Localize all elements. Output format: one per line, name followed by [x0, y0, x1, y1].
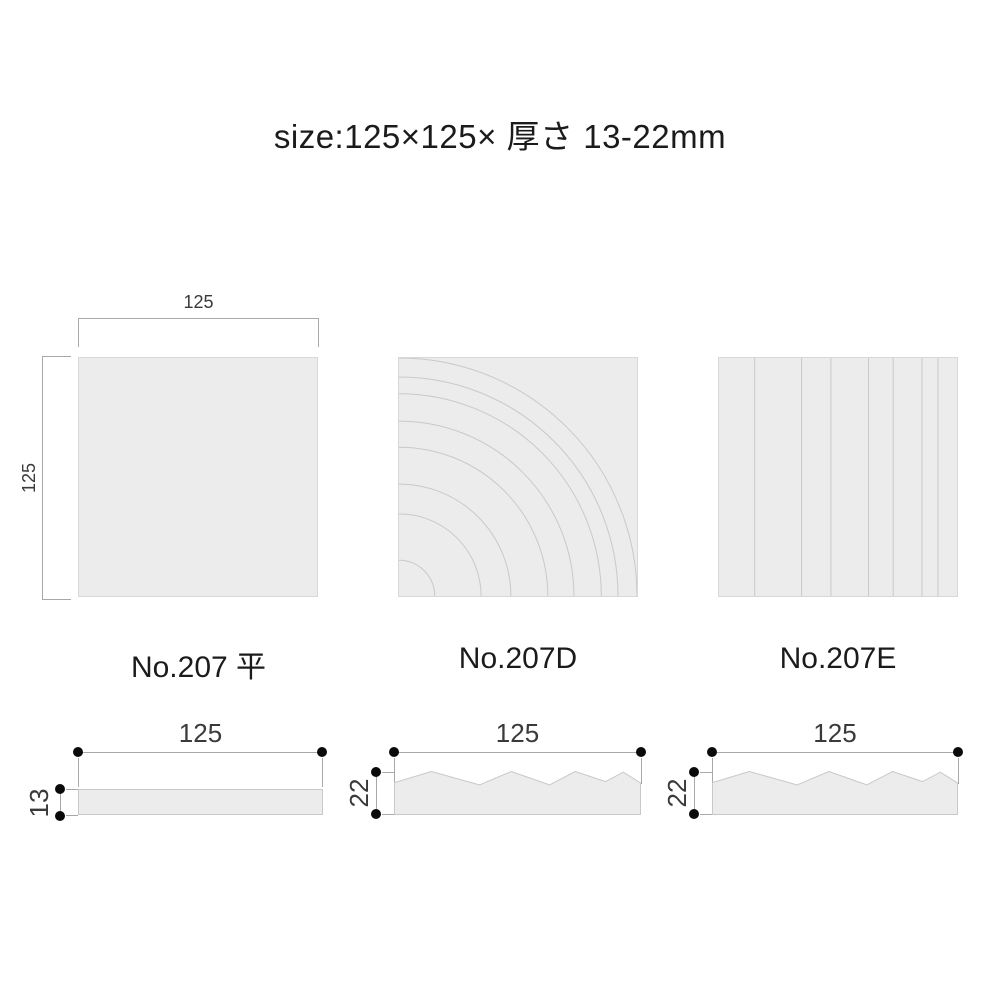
cs3-thickness-dot-bottom: [689, 809, 699, 819]
tile-face-flat: [78, 357, 318, 597]
tile-name-d: No.207D: [458, 642, 578, 675]
cs3-width-dot-right: [953, 747, 963, 757]
cs3-ext-right: [958, 758, 959, 784]
cs3-wave-profile: [712, 771, 958, 815]
cs1-thickness-ext-top: [66, 789, 78, 790]
tile-face-arc-pattern: [398, 357, 638, 597]
cs3-width-dim-line: [712, 752, 959, 753]
cs3-thickness-dim-line: [694, 772, 695, 815]
cs2-thickness-dim-line: [376, 772, 377, 815]
cs3-ext-left: [712, 758, 713, 784]
cs2-width-dim-line: [394, 752, 642, 753]
cs1-width-dot-right: [317, 747, 327, 757]
cs2-ext-right: [641, 758, 642, 784]
tile-height-dim-label: 125: [19, 462, 39, 494]
cs2-width-dot-right: [636, 747, 646, 757]
cs2-thickness-ext-bottom: [382, 814, 394, 815]
tile-width-dim-tick-right: [318, 318, 319, 347]
tile-width-dim-line: [78, 318, 319, 319]
cs3-thickness-ext-bottom: [700, 814, 712, 815]
cs1-ext-left: [78, 758, 79, 787]
tile-name-e: No.207E: [779, 642, 897, 675]
cs3-width-dot-left: [707, 747, 717, 757]
cs3-thickness-ext-top: [700, 772, 712, 773]
tile-width-dim-tick-left: [78, 318, 79, 347]
tile-height-dim-line: [42, 357, 43, 600]
cs1-thickness-ext-bottom: [66, 815, 78, 816]
cs3-thickness-dim-label: 22: [662, 778, 692, 808]
cs2-thickness-dot-top: [371, 767, 381, 777]
cs2-width-dot-left: [389, 747, 399, 757]
tile-height-dim-tick-top: [42, 356, 71, 357]
cs1-flat-profile: [78, 789, 323, 815]
vertical-grooves: [754, 358, 939, 596]
quarter-circle-grooves: [399, 358, 637, 596]
cs1-thickness-dim-line: [60, 789, 61, 816]
cs1-ext-right: [322, 758, 323, 787]
cs3-thickness-dot-top: [689, 767, 699, 777]
tile-width-dim-label: 125: [183, 292, 214, 312]
cs3-width-dim-label: 125: [813, 718, 857, 748]
cs1-thickness-dim-label: 13: [24, 788, 54, 818]
tile-name-flat: No.207 平: [130, 651, 267, 684]
tile-height-dim-tick-bottom: [42, 599, 71, 600]
cs2-thickness-dim-label: 22: [344, 778, 374, 808]
cs1-width-dim-line: [78, 752, 323, 753]
cs1-width-dim-label: 125: [178, 718, 223, 748]
cs2-width-dim-label: 125: [495, 718, 540, 748]
tile-face-line-pattern: [718, 357, 958, 597]
cs2-wave-profile: [394, 771, 641, 815]
cs1-thickness-dot-bottom: [55, 811, 65, 821]
cs2-thickness-ext-top: [382, 772, 394, 773]
page-title: size:125×125× 厚さ 13-22mm: [273, 118, 727, 155]
cs1-width-dot-left: [73, 747, 83, 757]
cs2-ext-left: [394, 758, 395, 784]
cs2-thickness-dot-bottom: [371, 809, 381, 819]
cs1-thickness-dot-top: [55, 784, 65, 794]
